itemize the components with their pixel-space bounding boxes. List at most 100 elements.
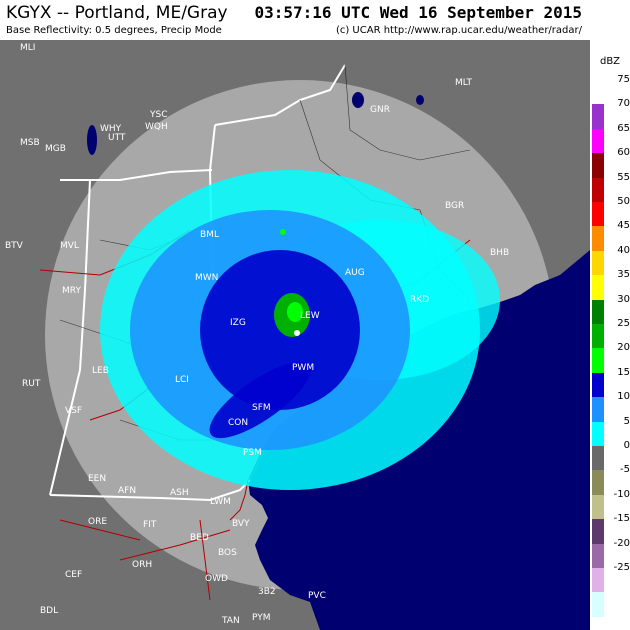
place-bvy: BVY <box>232 519 250 529</box>
legend-tick-label: 20 <box>617 342 630 354</box>
place-tan: TAN <box>221 616 240 626</box>
place-ysc: YSC <box>149 110 168 120</box>
legend-swatch <box>592 226 604 251</box>
place-mli: MLI <box>20 43 35 53</box>
place-psm: PSM <box>243 448 262 458</box>
place-msb: MSB <box>20 138 40 148</box>
legend-tick-label: 75 <box>617 74 630 85</box>
product-description: Base Reflectivity: 0.5 degrees, Precip M… <box>6 25 222 36</box>
place-bml: BML <box>200 230 219 240</box>
place-afn: AFN <box>118 486 136 496</box>
legend-swatch <box>592 397 604 422</box>
echo-cell <box>280 229 286 235</box>
place-bed: BED <box>190 533 209 543</box>
place-mgb: MGB <box>45 144 66 154</box>
place-3b2: 3B2 <box>258 587 276 597</box>
place-leb: LEB <box>92 366 109 376</box>
legend-tick-label: 35 <box>617 269 630 281</box>
place-mvl: MVL <box>60 241 79 251</box>
legend-tick-label: 70 <box>617 98 630 110</box>
place-gnr: GNR <box>370 105 390 115</box>
place-ore: ORE <box>88 517 107 527</box>
legend-swatch <box>592 104 604 129</box>
lakes <box>87 92 424 155</box>
place-bhb: BHB <box>490 248 509 258</box>
legend-tick-label: 10 <box>617 391 630 403</box>
legend-tick-label: 55 <box>617 171 630 183</box>
place-rut: RUT <box>22 379 41 389</box>
place-orh: ORH <box>132 560 152 570</box>
place-izg: IZG <box>230 318 246 328</box>
place-utt: UTT <box>108 133 126 143</box>
legend-swatch <box>592 568 604 593</box>
legend-swatch <box>592 250 604 276</box>
legend-swatch <box>592 494 604 520</box>
legend-swatch <box>592 299 604 324</box>
credit-line: (c) UCAR http://www.rap.ucar.edu/weather… <box>335 25 582 36</box>
place-fit: FIT <box>143 520 157 530</box>
radar-map[interactable]: MLI MLT YSC WQH WHY UTT MGB MSB GNR BGR … <box>0 40 590 630</box>
place-why: WHY <box>100 124 122 134</box>
legend-swatch <box>592 324 604 349</box>
legend-tick-label: 40 <box>617 244 630 256</box>
place-labels: MLI MLT YSC WQH WHY UTT MGB MSB GNR BGR … <box>5 43 509 626</box>
legend-swatch <box>592 177 604 202</box>
legend-tick-label: -10 <box>613 488 630 500</box>
legend-tick-label: 50 <box>617 196 630 207</box>
legend-tick-label: -5 <box>620 464 630 476</box>
place-con: CON <box>228 418 248 428</box>
place-pvc: PVC <box>308 591 326 601</box>
legend-tick-label: 30 <box>617 293 630 305</box>
legend-tick-label: 25 <box>617 318 630 329</box>
timestamp: 03:57:16 UTC Wed 16 September 2015 <box>254 3 582 22</box>
place-pwm: PWM <box>292 363 314 373</box>
legend-tick-label: 5 <box>623 415 630 427</box>
place-bos: BOS <box>218 548 237 558</box>
echo-southwest-band <box>209 361 311 439</box>
place-bdl: BDL <box>40 606 58 616</box>
place-wqh: WQH <box>145 122 168 132</box>
place-aug: AUG <box>345 268 365 278</box>
echo-heavy-core <box>287 302 303 322</box>
legend-swatch <box>592 202 604 227</box>
header: KGYX -- Portland, ME/Gray 03:57:16 UTC W… <box>0 0 630 40</box>
legend-swatch <box>592 519 604 544</box>
place-pym: PYM <box>252 613 271 623</box>
place-een: EEN <box>88 474 106 484</box>
legend-swatch <box>592 421 604 446</box>
place-lew: LEW <box>300 311 320 321</box>
place-mlt: MLT <box>455 78 473 88</box>
legend-tick-label: -25 <box>613 562 630 573</box>
radar-echoes <box>100 170 500 490</box>
legend-tick-label: 0 <box>623 440 630 451</box>
station-title: KGYX -- Portland, ME/Gray <box>6 3 228 23</box>
legend-swatch <box>592 372 604 398</box>
legend-swatch <box>592 592 604 617</box>
dbz-legend: dBZ 75 70 65 60 55 50 45 40 35 30 25 20 15 10 5 0 -5 -10-… <box>590 40 630 630</box>
place-mwn: MWN <box>195 273 218 283</box>
legend-unit: dBZ <box>599 56 621 67</box>
legend-swatch <box>592 80 604 105</box>
legend-swatch <box>592 348 604 373</box>
legend-swatch <box>592 275 604 300</box>
legend-tick-label: 60 <box>617 147 630 159</box>
place-lwm: LWM <box>210 497 231 507</box>
legend-swatch <box>592 446 604 471</box>
legend-tick-label: -20 <box>613 537 630 549</box>
legend-tick-label: 15 <box>617 366 630 378</box>
place-btv: BTV <box>5 241 24 251</box>
legend-swatch <box>592 128 604 154</box>
legend-swatch <box>592 543 604 568</box>
place-ash: ASH <box>170 488 189 498</box>
place-bgr: BGR <box>445 201 464 211</box>
legend-swatch <box>592 153 604 178</box>
place-rkd: RKD <box>410 295 429 305</box>
place-owd: OWD <box>205 574 228 584</box>
legend-tick-label: 45 <box>617 220 630 232</box>
place-cef: CEF <box>65 570 82 580</box>
place-lci: LCI <box>175 375 189 385</box>
place-mry: MRY <box>62 286 81 296</box>
place-sfm: SFM <box>252 403 271 413</box>
legend-tick-label: -15 <box>613 513 630 525</box>
legend-swatch <box>592 470 604 495</box>
